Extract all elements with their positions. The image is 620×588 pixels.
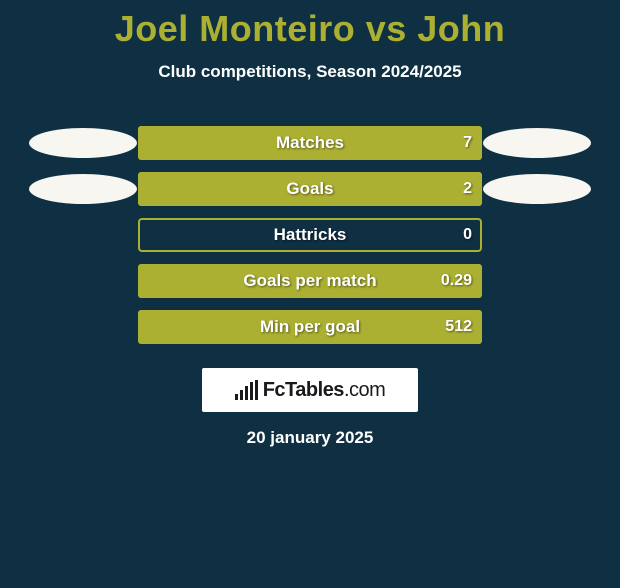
bar-value: 2 bbox=[463, 180, 472, 198]
chart-row: Goals per match 0.29 bbox=[0, 258, 620, 304]
fctables-logo: FcTables.com bbox=[202, 368, 418, 412]
player-ellipse-right bbox=[483, 174, 591, 204]
chart-row: Matches 7 bbox=[0, 120, 620, 166]
player-ellipse-right bbox=[483, 128, 591, 158]
right-ellipse-slot bbox=[482, 174, 592, 204]
bar-value: 512 bbox=[445, 318, 472, 336]
date-line: 20 january 2025 bbox=[0, 428, 620, 448]
left-ellipse-slot bbox=[28, 174, 138, 204]
left-ellipse-slot bbox=[28, 128, 138, 158]
logo-name: FcTables bbox=[263, 379, 344, 401]
bar-label: Goals per match bbox=[243, 271, 376, 291]
player-ellipse-left bbox=[29, 174, 137, 204]
chart-row: Hattricks 0 bbox=[0, 212, 620, 258]
comparison-chart: Matches 7 Goals 2 Hattricks 0 Goals per match 0… bbox=[0, 120, 620, 350]
bar-value: 0.29 bbox=[441, 272, 472, 290]
bar-value: 7 bbox=[463, 134, 472, 152]
bar-label: Min per goal bbox=[260, 317, 360, 337]
bar-label: Goals bbox=[286, 179, 333, 199]
stat-bar: Goals 2 bbox=[138, 172, 482, 206]
bar-label: Matches bbox=[276, 133, 344, 153]
stat-bar: Matches 7 bbox=[138, 126, 482, 160]
logo-suffix: .com bbox=[344, 379, 385, 401]
player-ellipse-left bbox=[29, 128, 137, 158]
bar-label: Hattricks bbox=[274, 225, 347, 245]
page-title: Joel Monteiro vs John bbox=[0, 8, 620, 50]
chart-row: Goals 2 bbox=[0, 166, 620, 212]
right-ellipse-slot bbox=[482, 128, 592, 158]
bar-value: 0 bbox=[463, 226, 472, 244]
logo-bars-icon bbox=[235, 380, 259, 400]
stat-bar: Goals per match 0.29 bbox=[138, 264, 482, 298]
logo-text: FcTables.com bbox=[263, 379, 386, 402]
subtitle: Club competitions, Season 2024/2025 bbox=[0, 62, 620, 82]
stat-bar: Min per goal 512 bbox=[138, 310, 482, 344]
stat-bar: Hattricks 0 bbox=[138, 218, 482, 252]
chart-row: Min per goal 512 bbox=[0, 304, 620, 350]
